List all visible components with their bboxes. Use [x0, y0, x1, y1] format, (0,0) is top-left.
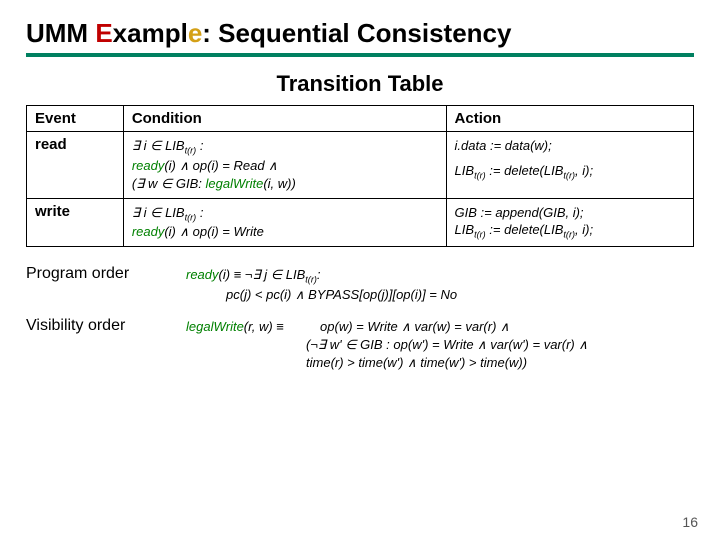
header-condition: Condition: [123, 106, 446, 132]
program-order-def: Program order ready(i) ≡ ¬∃ j ∈ LIBt(r):…: [26, 265, 694, 305]
visibility-order-body: legalWrite(r, w) ≡ op(w) = Write ∧ var(w…: [186, 317, 694, 373]
write-condition: ∃ i ∈ LIBt(r) : ready(i) ∧ op(i) = Write: [123, 198, 446, 247]
event-read: read: [27, 132, 124, 199]
program-order-label: Program order: [26, 265, 186, 283]
header-event: Event: [27, 106, 124, 132]
subtitle: Transition Table: [26, 71, 694, 97]
title-example-rest: xampl: [113, 18, 188, 48]
event-write: write: [27, 198, 124, 247]
table-row: read ∃ i ∈ LIBt(r) : ready(i) ∧ op(i) = …: [27, 132, 694, 199]
title-pre: UMM: [26, 18, 95, 48]
visibility-order-label: Visibility order: [26, 317, 186, 335]
title-underline: [26, 53, 694, 57]
slide-title: UMM Example: Sequential Consistency: [26, 18, 694, 49]
visibility-order-def: Visibility order legalWrite(r, w) ≡ op(w…: [26, 317, 694, 373]
header-action: Action: [446, 106, 693, 132]
table-header-row: Event Condition Action: [27, 106, 694, 132]
title-e-accent: e: [188, 18, 202, 48]
transition-table: Event Condition Action read ∃ i ∈ LIBt(r…: [26, 105, 694, 247]
write-action: GIB := append(GIB, i); LIBt(r) := delete…: [446, 198, 693, 247]
program-order-body: ready(i) ≡ ¬∃ j ∈ LIBt(r): pc(j) < pc(i)…: [186, 265, 694, 305]
table-row: write ∃ i ∈ LIBt(r) : ready(i) ∧ op(i) =…: [27, 198, 694, 247]
title-post: : Sequential Consistency: [202, 18, 511, 48]
title-e-red: E: [95, 18, 112, 48]
definitions: Program order ready(i) ≡ ¬∃ j ∈ LIBt(r):…: [26, 265, 694, 373]
page-number: 16: [682, 514, 698, 530]
read-action: i.data := data(w); LIBt(r) := delete(LIB…: [446, 132, 693, 199]
read-condition: ∃ i ∈ LIBt(r) : ready(i) ∧ op(i) = Read …: [123, 132, 446, 199]
